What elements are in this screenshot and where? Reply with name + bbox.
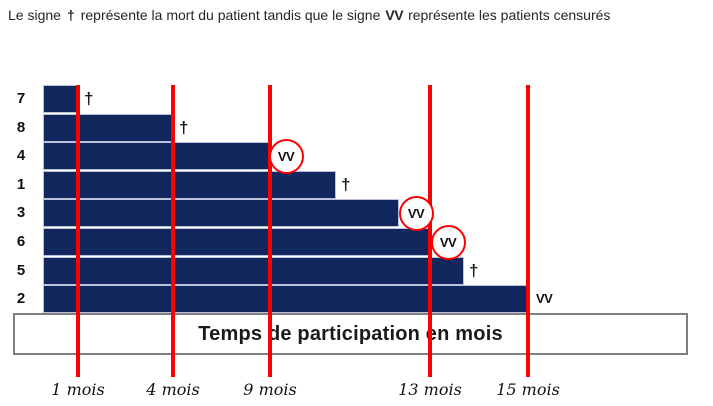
caption-text-1: Le signe bbox=[8, 7, 61, 23]
caption-text-2: représente la mort du patient tandis que… bbox=[80, 7, 381, 23]
time-marker-line-13-mois bbox=[428, 85, 432, 377]
censored-symbol: VV bbox=[277, 148, 295, 164]
time-marker-label-9-mois: 9 mois bbox=[243, 380, 297, 399]
patient-bar-8 bbox=[44, 115, 173, 141]
patient-bar-7 bbox=[44, 86, 78, 112]
time-marker-line-1-mois bbox=[76, 85, 80, 377]
censored-mark-circled-patient-3: VV bbox=[398, 195, 434, 231]
censored-mark-patient-2: VV bbox=[536, 291, 553, 306]
dagger-legend-symbol: † bbox=[66, 7, 75, 23]
patient-row-label-1: 1 bbox=[16, 176, 26, 193]
time-marker-line-9-mois bbox=[268, 85, 272, 377]
patient-bar-6 bbox=[44, 229, 430, 255]
x-axis-box: Temps de participation en mois bbox=[13, 313, 688, 355]
patient-bar-3 bbox=[44, 200, 398, 226]
patient-row-label-4: 4 bbox=[16, 147, 26, 164]
patient-bar-5 bbox=[44, 258, 463, 284]
patient-row-label-8: 8 bbox=[16, 119, 26, 136]
patient-row-label-5: 5 bbox=[16, 262, 26, 279]
patient-row-label-6: 6 bbox=[16, 233, 26, 250]
patient-bar-1 bbox=[44, 172, 335, 198]
patient-row-label-7: 7 bbox=[16, 90, 26, 107]
time-marker-line-15-mois bbox=[526, 85, 530, 377]
caption-text-3: représente les patients censurés bbox=[408, 7, 611, 23]
censored-mark-circled-patient-6: VV bbox=[430, 224, 466, 260]
death-mark-patient-8: † bbox=[179, 118, 189, 137]
patient-row-label-3: 3 bbox=[16, 204, 26, 221]
time-marker-line-4-mois bbox=[171, 85, 175, 377]
censored-symbol: VV bbox=[407, 205, 425, 221]
censored-symbol: VV bbox=[439, 234, 457, 250]
time-marker-label-4-mois: 4 mois bbox=[146, 380, 200, 399]
x-axis-title: Temps de participation en mois bbox=[198, 322, 503, 345]
death-mark-patient-1: † bbox=[341, 175, 351, 194]
patient-bar-4 bbox=[44, 143, 268, 169]
time-marker-label-1-mois: 1 mois bbox=[51, 380, 105, 399]
figure-caption: Le signe † représente la mort du patient t… bbox=[8, 4, 680, 26]
time-marker-label-15-mois: 15 mois bbox=[496, 380, 560, 399]
time-marker-label-13-mois: 13 mois bbox=[398, 380, 462, 399]
patient-row-label-2: 2 bbox=[16, 290, 26, 307]
censored-mark-circled-patient-4: VV bbox=[268, 138, 304, 174]
death-mark-patient-7: † bbox=[84, 89, 94, 108]
censored-legend-symbol: VV bbox=[385, 7, 404, 23]
death-mark-patient-5: † bbox=[469, 261, 479, 280]
patient-bar-2 bbox=[44, 286, 528, 312]
